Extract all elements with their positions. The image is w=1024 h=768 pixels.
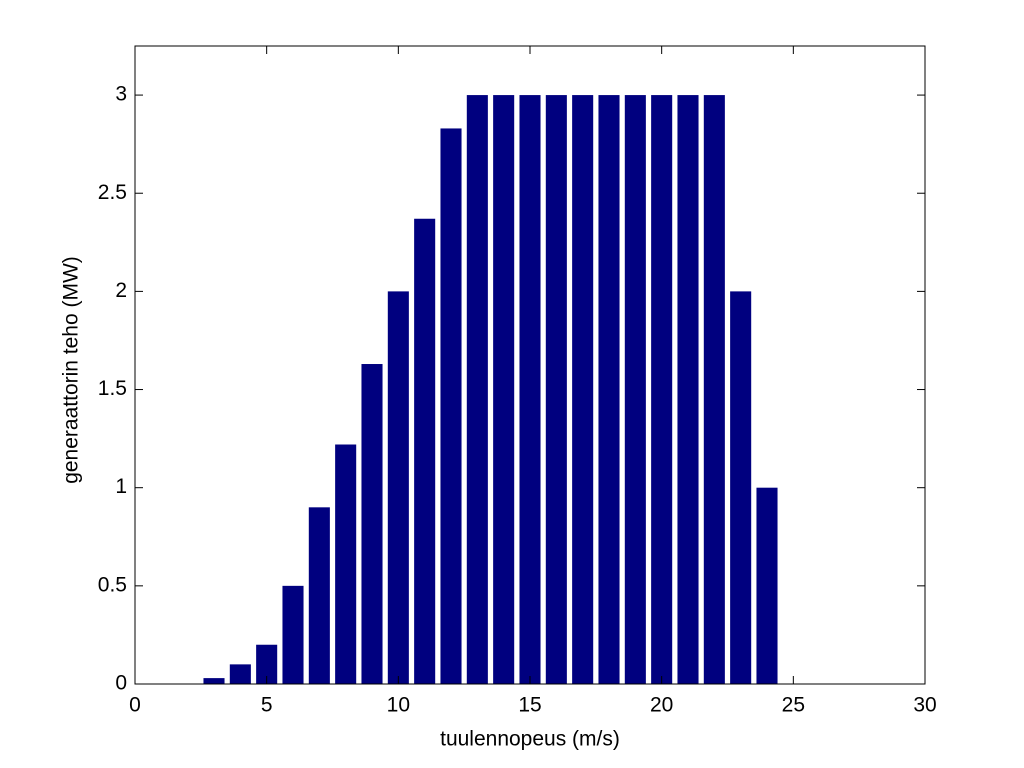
y-tick-label: 0 [115, 672, 127, 695]
y-tick-label: 1.5 [98, 377, 127, 400]
bar [519, 95, 541, 685]
x-tick-label: 30 [913, 694, 936, 717]
bar [229, 664, 251, 684]
bar [677, 95, 699, 685]
x-axis-label: tuulennopeus (m/s) [440, 728, 620, 751]
bar [572, 95, 594, 685]
y-tick-label: 2.5 [98, 181, 127, 204]
y-tick-label: 0.5 [98, 573, 127, 596]
y-tick-label: 3 [115, 83, 127, 106]
bar [335, 444, 357, 684]
bar [414, 218, 436, 684]
y-tick-label: 1 [115, 475, 127, 498]
x-tick-label: 0 [129, 694, 141, 717]
bar [703, 95, 725, 685]
x-tick-label: 25 [782, 694, 805, 717]
bar [308, 507, 330, 684]
bar [651, 95, 673, 685]
bar [440, 128, 462, 685]
bar [466, 95, 488, 685]
y-tick-label: 2 [115, 279, 127, 302]
bar [545, 95, 567, 685]
bar [203, 678, 225, 684]
bar [282, 585, 304, 684]
x-tick-label: 15 [518, 694, 541, 717]
x-tick-label: 5 [261, 694, 273, 717]
y-axis-label: generaattorin teho (MW) [60, 256, 83, 484]
bar [624, 95, 646, 685]
x-tick-label: 20 [650, 694, 673, 717]
bar [493, 95, 515, 685]
bar [730, 291, 752, 684]
bar [256, 644, 278, 684]
bar [598, 95, 620, 685]
bar [756, 487, 778, 684]
bar [387, 291, 409, 684]
bar [361, 364, 383, 684]
x-tick-label: 10 [387, 694, 410, 717]
